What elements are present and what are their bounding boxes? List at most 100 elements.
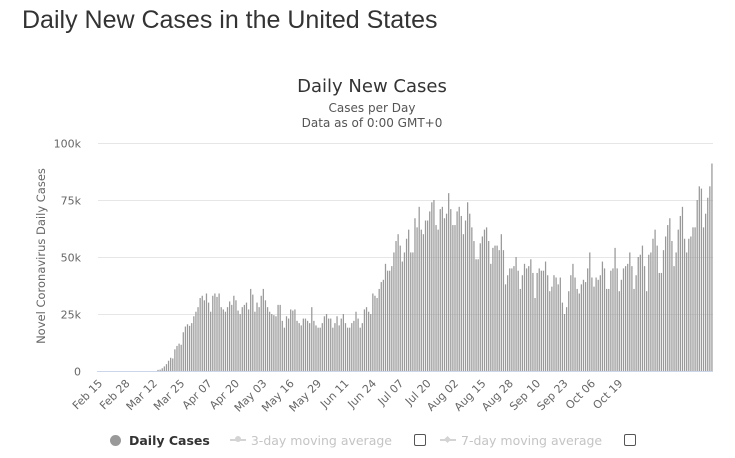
bar xyxy=(513,266,515,371)
bar xyxy=(475,259,477,371)
bar xyxy=(473,241,475,371)
bar xyxy=(549,291,551,371)
legend-item-daily-cases[interactable]: Daily Cases xyxy=(110,433,210,448)
bar xyxy=(380,282,382,371)
bar xyxy=(639,254,641,371)
bar xyxy=(561,302,564,371)
bar xyxy=(271,314,273,371)
bar xyxy=(686,252,688,371)
bar xyxy=(237,310,239,371)
bar xyxy=(504,284,507,371)
bar xyxy=(203,300,205,371)
bar xyxy=(334,323,336,371)
bar xyxy=(376,298,378,371)
bar xyxy=(349,327,351,371)
bar xyxy=(502,250,505,371)
bar xyxy=(224,311,227,371)
bar xyxy=(408,229,410,371)
bar xyxy=(606,288,608,371)
bar xyxy=(338,325,340,371)
x-tick-label: Oct 19 xyxy=(590,377,625,412)
bars xyxy=(157,163,713,371)
bar xyxy=(216,296,218,371)
bar xyxy=(311,307,313,371)
bar xyxy=(302,318,304,371)
bar xyxy=(536,272,538,371)
7day-average-checkbox[interactable] xyxy=(624,434,637,446)
bar xyxy=(163,366,165,371)
bar xyxy=(591,277,593,371)
bar xyxy=(572,263,574,371)
bar xyxy=(252,294,254,371)
bar xyxy=(667,225,669,371)
bar xyxy=(285,316,288,371)
bar xyxy=(641,245,644,371)
bar xyxy=(207,302,210,371)
bar xyxy=(159,369,161,371)
bar xyxy=(277,304,279,371)
bar xyxy=(490,263,492,371)
bar xyxy=(610,270,612,371)
y-tick-label: 75k xyxy=(61,195,82,208)
3day-average-checkbox[interactable] xyxy=(414,434,426,446)
bar xyxy=(399,245,401,371)
bar xyxy=(422,234,425,371)
bar xyxy=(479,243,481,371)
bar xyxy=(374,295,376,371)
bar xyxy=(618,291,620,371)
bar xyxy=(332,327,334,371)
bar xyxy=(525,268,528,371)
bar xyxy=(416,227,418,371)
bar xyxy=(627,263,629,371)
bar xyxy=(195,311,197,371)
bar xyxy=(167,360,170,371)
bar xyxy=(174,349,176,371)
bar xyxy=(654,229,656,371)
bar xyxy=(702,227,705,371)
bar xyxy=(707,197,709,371)
bar xyxy=(410,252,412,371)
bar xyxy=(448,193,450,371)
bar xyxy=(481,236,484,371)
bar xyxy=(485,227,488,371)
bar xyxy=(197,307,199,371)
bar xyxy=(488,241,490,371)
y-tick-label: 100k xyxy=(54,138,82,151)
bar xyxy=(361,323,363,371)
bar xyxy=(612,268,614,371)
bar xyxy=(395,241,397,371)
y-axis-label: Novel Coronavirus Daily Cases xyxy=(34,168,48,344)
bar xyxy=(323,316,326,371)
bar xyxy=(551,286,553,371)
line-diamond-marker-icon xyxy=(440,439,456,441)
bar xyxy=(700,188,703,371)
bar xyxy=(321,323,323,371)
bar xyxy=(622,268,625,371)
bar xyxy=(359,327,361,371)
legend-item-7day-average[interactable]: 7-day moving average xyxy=(440,433,602,448)
bar xyxy=(412,252,414,371)
bar xyxy=(353,320,355,371)
bar xyxy=(507,275,509,371)
y-tick-label: 50k xyxy=(61,252,82,265)
bar xyxy=(178,343,180,371)
bar xyxy=(521,275,524,371)
bar xyxy=(273,315,275,371)
bar xyxy=(235,300,237,371)
bar xyxy=(370,314,372,371)
bar xyxy=(290,309,292,371)
bar xyxy=(433,200,435,371)
bar xyxy=(193,316,195,371)
bar xyxy=(498,250,500,371)
chart-subtitle-2: Data as of 0:00 GMT+0 xyxy=(302,116,443,130)
bar xyxy=(589,252,591,371)
bar xyxy=(437,229,439,371)
bar xyxy=(355,311,357,371)
bar xyxy=(275,316,277,371)
bar xyxy=(673,266,675,371)
legend-item-3day-average[interactable]: 3-day moving average xyxy=(229,433,392,448)
y-tick-label: 0 xyxy=(74,366,81,379)
bar xyxy=(593,286,595,371)
